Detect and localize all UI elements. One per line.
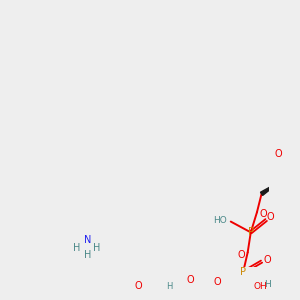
Text: O: O <box>213 277 221 286</box>
Text: P: P <box>240 267 246 278</box>
Text: O: O <box>275 149 282 159</box>
Text: H: H <box>93 243 100 253</box>
Text: HO: HO <box>213 215 227 224</box>
Text: O: O <box>134 281 142 291</box>
Text: H: H <box>264 280 271 289</box>
Polygon shape <box>214 297 223 300</box>
Polygon shape <box>297 200 300 217</box>
Text: O: O <box>267 212 274 222</box>
Text: H: H <box>84 250 91 260</box>
Text: O: O <box>264 255 272 265</box>
Text: H: H <box>73 243 80 253</box>
Text: O: O <box>238 250 245 260</box>
Text: N: N <box>84 235 91 245</box>
Text: O: O <box>259 209 267 219</box>
Text: O: O <box>187 275 194 285</box>
Text: H: H <box>166 282 172 291</box>
Text: P: P <box>248 227 254 237</box>
Polygon shape <box>260 182 280 196</box>
Text: OH: OH <box>254 282 268 291</box>
